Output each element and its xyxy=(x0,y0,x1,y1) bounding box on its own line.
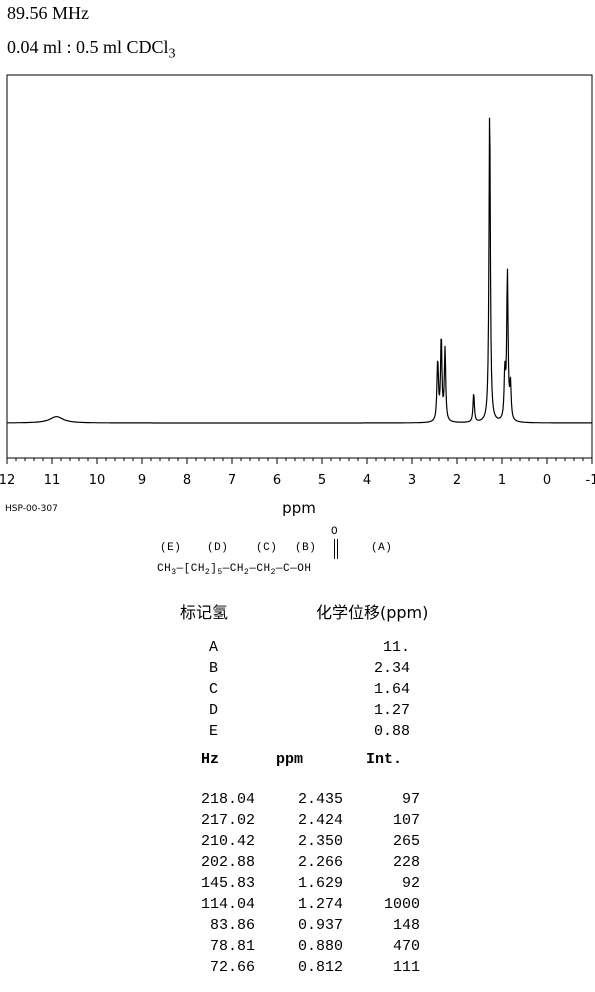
peak-cell: 92 xyxy=(401,875,420,892)
assignment-header-label: 标记氢 xyxy=(180,603,229,622)
peak-cell: 114.04 xyxy=(200,896,255,913)
x-tick-label: 3 xyxy=(408,473,416,488)
assignment-header-shift: 化学位移(ppm) xyxy=(316,603,429,622)
carbonyl-carbon: —C— xyxy=(275,563,298,575)
label-e: (E) xyxy=(160,542,182,554)
assignment-shift: 1.64 xyxy=(373,681,410,698)
sample-label: 0.04 ml : 0.5 ml CDCl3 xyxy=(7,37,176,63)
peak-cell: 107 xyxy=(392,812,420,829)
peak-cell: 470 xyxy=(392,938,420,955)
b-subscript: 2 xyxy=(270,568,276,578)
label-d: (D) xyxy=(207,542,229,554)
assignment-label: C xyxy=(209,681,219,698)
peak-cell: 2.435 xyxy=(297,791,343,808)
ch3-subscript: 3 xyxy=(171,568,177,578)
assignment-shift: 1.27 xyxy=(373,702,410,719)
peak-header-int: Int. xyxy=(366,751,403,768)
x-tick-label: 7 xyxy=(228,473,236,488)
peak-cell: 2.266 xyxy=(297,854,343,871)
hydroxyl-group: OH xyxy=(297,563,312,575)
c-group: —CH xyxy=(222,563,244,575)
peak-cell: 217.02 xyxy=(200,812,255,829)
d-repeat-count: 5 xyxy=(217,568,223,578)
d-group: —[CH xyxy=(176,563,205,575)
x-tick-label: 9 xyxy=(138,473,146,488)
peak-cell: 0.812 xyxy=(297,959,343,976)
x-tick-label: 2 xyxy=(453,473,461,488)
x-tick-label: 12 xyxy=(0,473,15,488)
oxygen-atom: O xyxy=(331,526,339,538)
ch3-group: CH xyxy=(157,563,172,575)
assignment-label: B xyxy=(209,660,219,677)
peak-cell: 1.629 xyxy=(297,875,343,892)
peak-cell: 78.81 xyxy=(209,938,255,955)
peak-cell: 218.04 xyxy=(200,791,255,808)
peak-cell: 1000 xyxy=(383,896,420,913)
peak-cell: 2.350 xyxy=(297,833,343,850)
x-tick-label: -1 xyxy=(586,473,595,488)
label-a: (A) xyxy=(371,542,393,554)
b-group: —CH xyxy=(249,563,271,575)
peak-cell: 210.42 xyxy=(200,833,255,850)
spectrum-line xyxy=(7,117,592,424)
x-tick-label: 8 xyxy=(183,473,191,488)
sample-subscript: 3 xyxy=(168,46,176,62)
peak-cell: 97 xyxy=(401,791,420,808)
label-b: (B) xyxy=(295,542,317,554)
double-bond-2 xyxy=(337,539,339,559)
spectrum-code: HSP-00-307 xyxy=(5,504,58,514)
frequency-label: 89.56 MHz xyxy=(7,3,89,23)
plot-frame xyxy=(6,74,593,459)
d-subscript: 2 xyxy=(204,568,211,578)
peak-cell: 145.83 xyxy=(200,875,255,892)
peak-cell: 228 xyxy=(392,854,420,871)
d-bracket: ] xyxy=(210,563,218,575)
formula-line: CH3—[CH2]5—CH2—CH2—C—OH xyxy=(157,563,311,577)
peak-cell: 111 xyxy=(392,959,420,976)
nmr-spectrum-chart: 12 11 10 9 8 7 6 5 4 3 2 1 0 -1 ppm xyxy=(0,74,595,517)
peak-cell: 83.86 xyxy=(209,917,255,934)
x-tick-label: 11 xyxy=(44,473,61,488)
peak-cell: 202.88 xyxy=(200,854,255,871)
peak-cell: 148 xyxy=(392,917,420,934)
x-axis-label: ppm xyxy=(282,499,316,517)
assignment-shift: 2.34 xyxy=(373,660,410,677)
assignment-label: D xyxy=(209,702,219,719)
assignment-shift: 11. xyxy=(382,639,410,656)
structure-diagram: (E) (D) (C) (B) (A) O CH3—[CH2]5—CH2—CH2… xyxy=(0,524,595,584)
peak-header-hz: Hz xyxy=(201,751,220,768)
peak-cell: 0.937 xyxy=(297,917,343,934)
peak-cell: 2.424 xyxy=(297,812,343,829)
label-c: (C) xyxy=(256,542,278,554)
x-tick-label: 5 xyxy=(318,473,326,488)
peak-header-ppm: ppm xyxy=(276,751,304,768)
peak-cell: 72.66 xyxy=(209,959,255,976)
assignment-shift: 0.88 xyxy=(373,723,410,740)
x-tick-label: 1 xyxy=(498,473,506,488)
double-bond-1 xyxy=(334,539,336,559)
sample-text: 0.04 ml : 0.5 ml CDCl xyxy=(7,37,169,57)
x-tick-label: 0 xyxy=(543,473,551,488)
assignment-label: A xyxy=(209,639,219,656)
x-tick-label: 10 xyxy=(89,473,106,488)
x-tick-label: 6 xyxy=(273,473,281,488)
x-tick-label: 4 xyxy=(363,473,371,488)
peak-cell: 0.880 xyxy=(297,938,343,955)
peak-cell: 1.274 xyxy=(297,896,343,913)
assignment-label: E xyxy=(209,723,219,740)
x-axis-ticks: 12 11 10 9 8 7 6 5 4 3 2 1 0 -1 xyxy=(0,458,595,488)
c-subscript: 2 xyxy=(243,568,250,578)
peak-cell: 265 xyxy=(392,833,420,850)
